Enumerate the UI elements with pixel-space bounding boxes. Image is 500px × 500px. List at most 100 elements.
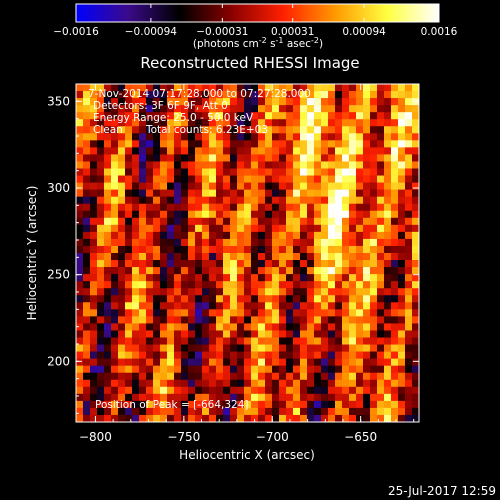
heatmap-cell bbox=[265, 154, 273, 162]
heatmap-cell bbox=[377, 140, 385, 148]
heatmap-cell bbox=[104, 386, 112, 395]
heatmap-cell bbox=[132, 365, 140, 374]
heatmap-cell bbox=[384, 260, 392, 268]
heatmap-cell bbox=[272, 267, 280, 275]
heatmap-cell bbox=[307, 400, 315, 409]
heatmap-cell bbox=[300, 344, 308, 352]
heatmap-cell bbox=[314, 260, 322, 268]
heatmap-cell bbox=[216, 119, 224, 127]
heatmap-cell bbox=[111, 84, 119, 92]
heatmap-cell bbox=[97, 126, 105, 134]
heatmap-cell bbox=[167, 210, 175, 219]
heatmap-cell bbox=[314, 267, 322, 275]
heatmap-cell bbox=[223, 365, 231, 374]
heatmap-cell bbox=[384, 400, 392, 409]
heatmap-cell bbox=[230, 119, 238, 127]
heatmap-cell bbox=[349, 379, 357, 388]
heatmap-cell bbox=[139, 126, 147, 134]
heatmap-cell bbox=[223, 133, 231, 141]
heatmap-cell bbox=[258, 267, 266, 275]
heatmap-cell bbox=[174, 260, 182, 268]
heatmap-cell bbox=[279, 323, 287, 331]
heatmap-cell bbox=[90, 309, 98, 317]
heatmap-cell bbox=[251, 189, 259, 197]
heatmap-cell bbox=[97, 84, 105, 92]
heatmap-cell bbox=[139, 140, 147, 148]
heatmap-cell bbox=[97, 309, 105, 317]
heatmap-cell bbox=[321, 196, 329, 205]
heatmap-cell bbox=[216, 91, 224, 99]
heatmap-cell bbox=[356, 379, 364, 388]
heatmap-cell bbox=[328, 323, 336, 331]
heatmap-cell bbox=[265, 168, 273, 176]
heatmap-cell bbox=[153, 330, 161, 338]
heatmap-cell bbox=[188, 288, 196, 296]
heatmap-cell bbox=[363, 393, 371, 402]
heatmap-cell bbox=[209, 344, 217, 352]
heatmap-cell bbox=[363, 245, 371, 254]
heatmap-cell bbox=[90, 407, 98, 416]
heatmap-cell bbox=[230, 407, 238, 416]
heatmap-cell bbox=[97, 267, 105, 275]
heatmap-cell bbox=[90, 168, 98, 176]
heatmap-cell bbox=[300, 105, 308, 113]
heatmap-cell bbox=[188, 351, 196, 359]
heatmap-cell bbox=[398, 112, 406, 120]
heatmap-cell bbox=[153, 245, 161, 254]
heatmap-cell bbox=[405, 126, 413, 134]
heatmap-cell bbox=[188, 330, 196, 338]
heatmap-cell bbox=[370, 337, 378, 345]
heatmap-cell bbox=[258, 119, 266, 127]
heatmap-cell bbox=[202, 400, 210, 409]
heatmap-cell bbox=[258, 351, 266, 359]
heatmap-cell bbox=[321, 84, 329, 92]
heatmap-cell bbox=[146, 365, 154, 374]
heatmap-cell bbox=[272, 365, 280, 374]
heatmap-cell bbox=[90, 196, 98, 205]
heatmap-cell bbox=[321, 98, 329, 106]
heatmap-cell bbox=[76, 203, 84, 212]
heatmap-cell bbox=[300, 126, 308, 134]
heatmap-cell bbox=[377, 112, 385, 120]
heatmap-cell bbox=[335, 253, 343, 261]
heatmap-cell bbox=[83, 365, 91, 374]
heatmap-cell bbox=[384, 358, 392, 366]
heatmap-cell bbox=[83, 126, 91, 134]
heatmap-cell bbox=[195, 231, 203, 240]
heatmap-cell bbox=[272, 98, 280, 106]
heatmap-cell bbox=[251, 182, 259, 190]
heatmap-cell bbox=[76, 288, 84, 296]
heatmap-cell bbox=[160, 231, 168, 240]
heatmap-cell bbox=[342, 154, 350, 162]
heatmap-cell bbox=[97, 414, 105, 422]
heatmap-cell bbox=[300, 224, 308, 233]
heatmap-cell bbox=[328, 231, 336, 240]
heatmap-cell bbox=[398, 245, 406, 254]
heatmap-cell bbox=[300, 98, 308, 106]
heatmap-cell bbox=[286, 365, 294, 374]
heatmap-cell bbox=[111, 161, 119, 169]
heatmap-cell bbox=[230, 147, 238, 155]
heatmap-cell bbox=[209, 147, 217, 155]
heatmap-cell bbox=[83, 253, 91, 261]
heatmap-cell bbox=[328, 288, 336, 296]
heatmap-cell bbox=[76, 281, 84, 289]
heatmap-cell bbox=[384, 119, 392, 127]
heatmap-cell bbox=[188, 365, 196, 374]
heatmap-cell bbox=[272, 414, 280, 422]
heatmap-cell bbox=[125, 337, 133, 345]
heatmap-cell bbox=[335, 224, 343, 233]
heatmap-cell bbox=[195, 203, 203, 212]
heatmap-cell bbox=[146, 245, 154, 254]
heatmap-cell bbox=[139, 147, 147, 155]
heatmap-cell bbox=[97, 400, 105, 409]
heatmap-cell bbox=[265, 316, 273, 324]
heatmap-cell bbox=[300, 175, 308, 183]
heatmap-cell bbox=[90, 365, 98, 374]
heatmap-cell bbox=[167, 133, 175, 141]
heatmap-cell bbox=[237, 175, 245, 183]
heatmap-cell bbox=[202, 133, 210, 141]
heatmap-cell bbox=[412, 316, 419, 324]
heatmap-cell bbox=[76, 323, 84, 331]
heatmap-cell bbox=[307, 238, 315, 247]
